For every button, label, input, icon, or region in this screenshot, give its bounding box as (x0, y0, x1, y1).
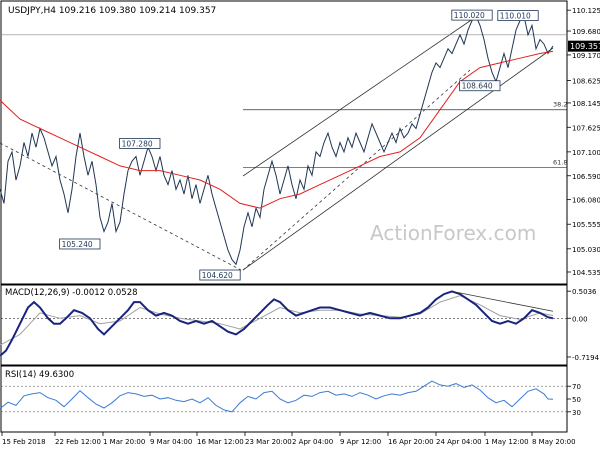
x-axis: 15 Feb 2018 22 Feb 12:00 1 Mar 20:00 9 Mar … (1, 432, 576, 446)
rsi-y-tick-label: 70 (572, 383, 581, 391)
x-tick-label: 9 Mar 04:00 (150, 438, 192, 446)
macd-panel-title: MACD(12,26,9) -0.0012 0.0528 (5, 288, 138, 298)
x-tick-label: 24 Apr 04:00 (436, 438, 482, 446)
price-series-line (0, 14, 554, 266)
x-tick-label: 1 May 12:00 (485, 438, 529, 446)
rsi-y-tick-label: 30 (572, 409, 581, 417)
x-tick-label: 22 Feb 12:00 (55, 438, 101, 446)
price-y-tick-label: 110.125 (572, 7, 600, 15)
x-tick-label: 23 Mar 20:00 (245, 438, 292, 446)
price-annotation-box (459, 80, 501, 92)
price-y-tick-label: 105.555 (572, 221, 600, 229)
price-annotations: 110.020 110.010 108.640 107.280 105.240 104.6… (59, 9, 539, 281)
x-tick-label: 2 Apr 04:00 (292, 438, 333, 446)
price-annotation-label: 105.240 (62, 240, 93, 249)
price-annotation-box (119, 138, 161, 149)
x-tick-label: 16 Mar 12:00 (197, 438, 244, 446)
price-annotation-label: 110.020 (454, 11, 485, 20)
channel-lower-line (242, 47, 554, 271)
price-y-tick-label: 109.170 (572, 52, 600, 60)
price-annotation-label: 107.280 (122, 139, 153, 148)
macd-panel: MACD(12,26,9) -0.0012 0.0528 0.5036 0.00 -… (0, 284, 600, 366)
price-y-tick-label: 104.535 (572, 269, 600, 277)
price-y-tick-label: 106.590 (572, 173, 600, 181)
rsi-line (0, 380, 554, 413)
x-tick-label: 9 Apr 12:00 (340, 438, 381, 446)
channel-mid-line (242, 69, 471, 271)
current-price-box (568, 40, 600, 52)
price-panel-title: USDJPY,H4 109.216 109.380 109.214 109.35… (8, 6, 216, 16)
watermark: ActionForex.com (370, 221, 536, 245)
price-annotation-label: 110.010 (500, 12, 531, 21)
price-y-tick-label: 108.145 (572, 100, 600, 108)
macd-y-tick-label: -0.7194 (572, 354, 600, 362)
x-tick-label: 15 Feb 2018 (2, 438, 46, 446)
price-annotation-box (59, 238, 101, 250)
price-y-tick-label: 108.625 (572, 77, 600, 85)
price-y-axis: 110.125 109.680 109.170 108.625 108.145 107.6… (567, 7, 600, 277)
rsi-panel-title: RSI(14) 49.6300 (5, 370, 74, 380)
price-annotation-box (497, 10, 539, 21)
channel-upper-line (242, 11, 484, 177)
macd-y-tick-label: 0.5036 (572, 288, 597, 296)
macd-line (0, 290, 554, 357)
macd-trend-line (451, 290, 554, 312)
price-annotation-box (199, 269, 241, 281)
channel-lines (0, 11, 554, 271)
fib-level-label: 61.8 (553, 158, 567, 166)
fibonacci-levels: 38.2 61.8 (243, 101, 567, 168)
rsi-panel: RSI(14) 49.6300 70 50 30 (0, 365, 581, 433)
current-price-tag: 109.357 (568, 40, 600, 52)
rsi-y-tick-label: 50 (572, 396, 581, 404)
price-y-tick-label: 107.100 (572, 149, 600, 157)
x-tick-label: 1 Mar 20:00 (103, 438, 145, 446)
price-annotation-label: 108.640 (462, 82, 493, 91)
macd-y-tick-label: 0.00 (572, 315, 588, 323)
price-annotation-label: 104.620 (202, 271, 233, 280)
x-tick-label: 16 Apr 20:00 (388, 438, 434, 446)
rsi-y-axis: 70 50 30 (1, 383, 581, 417)
price-panel-frame (0, 0, 568, 285)
moving-average-line (0, 50, 554, 209)
current-price-label: 109.357 (570, 42, 600, 51)
rsi-panel-frame (0, 365, 568, 433)
fib-level-label: 38.2 (553, 101, 567, 109)
price-annotation-box (451, 9, 493, 21)
price-y-tick-label: 105.030 (572, 246, 600, 254)
macd-y-axis: 0.5036 0.00 -0.7194 (567, 288, 600, 362)
price-panel: USDJPY,H4 109.216 109.380 109.214 109.35… (0, 0, 600, 285)
x-tick-label: 8 May 20:00 (532, 438, 576, 446)
price-y-tick-label: 109.680 (572, 28, 600, 36)
price-y-tick-label: 106.080 (572, 197, 600, 205)
price-y-tick-label: 107.625 (572, 124, 600, 132)
